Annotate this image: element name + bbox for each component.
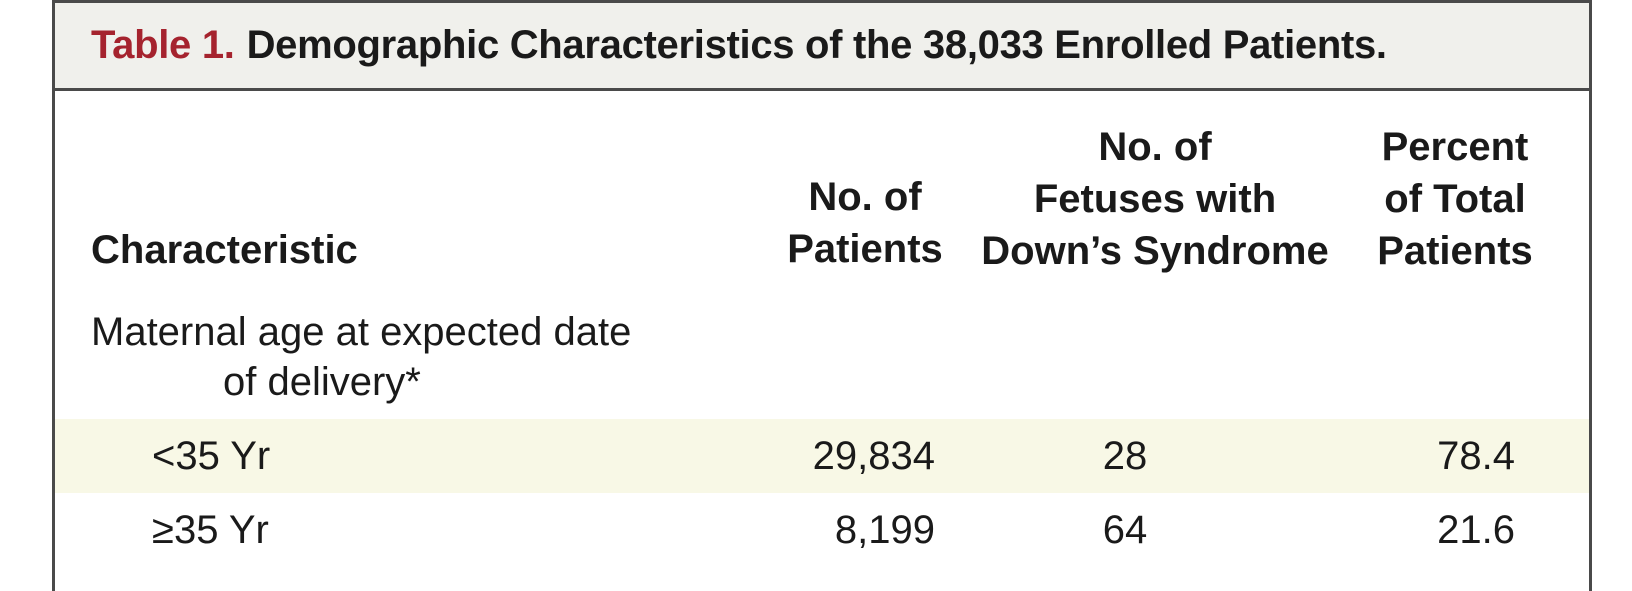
table-label: Table 1. [91,23,235,67]
section-label-maternal-age: Maternal age at expected date of deliver… [91,307,711,407]
header-pct-line2: of Total [1384,177,1526,221]
header-ds-line1: No. of [1098,125,1212,169]
section-label-line1: Maternal age at expected date [91,310,632,354]
header-pct-line3: Patients [1377,229,1533,273]
header-down-syndrome: No. of Fetuses with Down’s Syndrome [955,121,1355,277]
header-percent: Percent of Total Patients [1355,121,1555,277]
row-label: <35 Yr [152,434,271,478]
table-title: Demographic Characteristics of the 38,03… [246,23,1387,67]
row-patients: 29,834 [812,434,935,478]
row-percent: 21.6 [1437,508,1515,552]
header-patients: No. of Patients [775,171,955,275]
table-title-bar: Table 1. Demographic Characteristics of … [55,3,1589,91]
header-pct-line1: Percent [1381,125,1529,169]
section-label-line2: of delivery* [223,360,421,404]
row-label: ≥35 Yr [152,508,269,552]
row-down-syndrome: 28 [1102,434,1148,478]
header-characteristic: Characteristic [91,228,358,272]
header-ds-line3: Down’s Syndrome [981,229,1329,273]
header-ds-line2: Fetuses with [1033,177,1277,221]
table-row: <35 Yr 29,834 28 78.4 [55,419,1589,493]
row-down-syndrome: 64 [1102,508,1148,552]
header-patients-line1: No. of [808,175,922,219]
row-percent: 78.4 [1437,434,1515,478]
table-frame: Table 1. Demographic Characteristics of … [52,0,1592,591]
row-patients: 8,199 [834,508,935,552]
header-patients-line2: Patients [787,227,943,271]
table-row: ≥35 Yr 8,199 64 21.6 [55,493,1589,567]
